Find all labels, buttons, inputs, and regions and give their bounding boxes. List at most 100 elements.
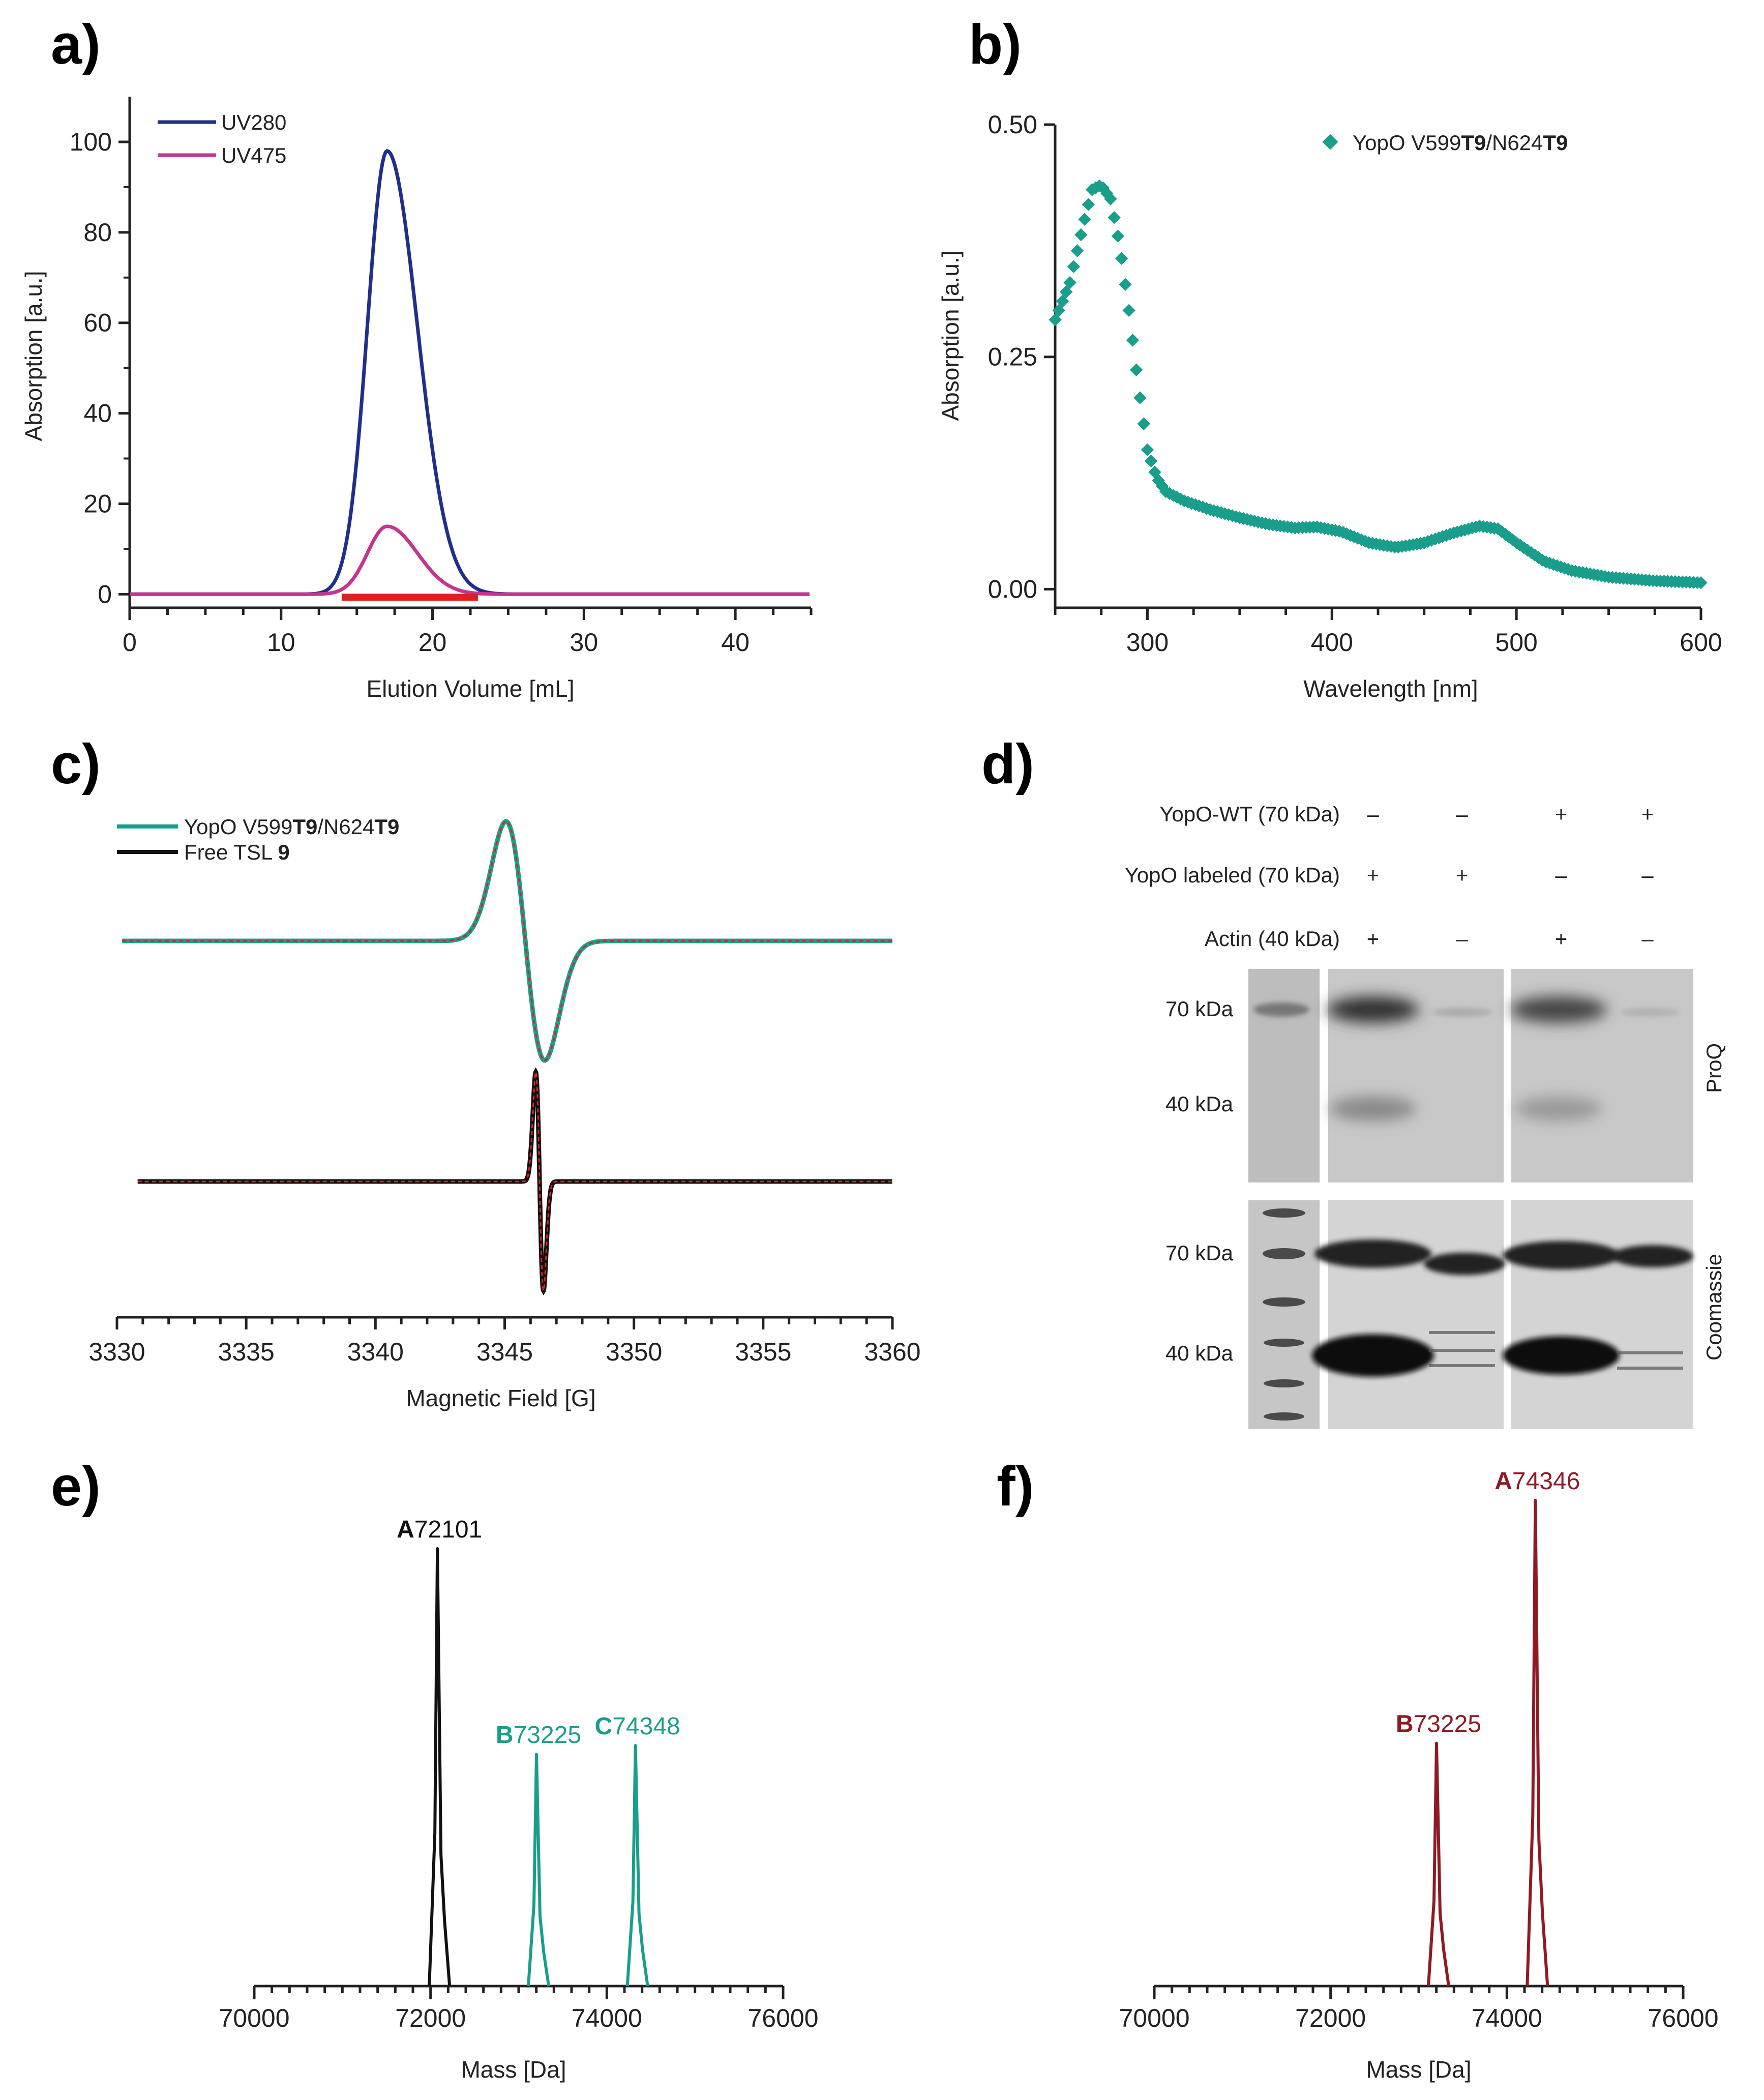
y-tick-label: 100: [70, 128, 112, 156]
x-tick-label: 70000: [219, 2004, 289, 2032]
y-tick-label: 0.25: [988, 343, 1037, 371]
chart-a-ylabel: Absorption [a.u.]: [20, 271, 47, 441]
gel-band: [1431, 1008, 1492, 1016]
gel-row-label-actin: Actin (40 kDa): [1205, 927, 1340, 951]
data-point: [1074, 228, 1088, 242]
gel-band: [1503, 1241, 1620, 1269]
data-point: [1129, 363, 1143, 377]
chart-a-axes: 0 20 40 60 80 100 0 10 20 30 40: [70, 97, 813, 657]
peak-a: [1526, 1499, 1549, 1987]
series-line-uv475: [130, 524, 810, 596]
x-tick-label: 300: [1126, 628, 1169, 657]
legend-label-yopo: YopO V599T9/N624T9: [1353, 131, 1568, 155]
gel-ladder-bands: [1263, 1208, 1305, 1421]
chart-c: 3330 3335 3340 3345 3350 3355 3360 YopO V599T9…: [88, 815, 920, 1411]
x-tick-label: 3360: [864, 1338, 920, 1366]
peak-label-c: C74348: [595, 1713, 680, 1740]
peak-letter: A: [397, 1516, 414, 1543]
panel-label-a: a): [51, 13, 101, 76]
chart-a-marks: [130, 149, 810, 601]
x-tick-label: 76000: [748, 2004, 818, 2032]
data-point: [1126, 334, 1140, 347]
peak-letter: B: [496, 1722, 514, 1749]
gel-band: [1327, 996, 1419, 1023]
series-line-free-tsl: [137, 1067, 892, 1295]
gel-sign: +: [1641, 802, 1654, 826]
y-tick-label: 40: [83, 399, 112, 428]
gel-proq-marker-lane: [1248, 969, 1320, 1182]
data-point: [1133, 391, 1147, 404]
x-tick-label: 400: [1311, 628, 1353, 657]
gel-coomassie-side-label: Coomassie: [1702, 1254, 1726, 1360]
gel-proq-side-label: ProQ: [1702, 1043, 1726, 1093]
chart-a-xlabel: Elution Volume [mL]: [366, 675, 574, 702]
gel-sign: +: [1456, 863, 1469, 887]
y-tick-label: 0: [98, 580, 112, 608]
gel-band: [1503, 1336, 1620, 1375]
gel-coomassie: 70 kDa 40 kDa Coomassie: [1165, 1200, 1726, 1429]
gel-sign: –: [1456, 802, 1468, 826]
gel-row-label-yopo-labeled: YopO labeled (70 kDa): [1125, 863, 1340, 887]
ladder-band: [1263, 1297, 1305, 1307]
data-point: [1119, 278, 1132, 291]
chart-b-ylabel: Absorption [a.u.]: [937, 251, 964, 421]
peak-mass: 73225: [1414, 1711, 1481, 1738]
chart-f-axes: 70000 72000 74000 76000: [1119, 1985, 1719, 2032]
ladder-band: [1264, 1412, 1304, 1421]
ladder-band: [1263, 1248, 1305, 1259]
y-tick-label: 80: [83, 218, 112, 247]
gel-proq-70kda-label: 70 kDa: [1165, 997, 1234, 1021]
data-point: [1063, 276, 1077, 289]
gel-sign: +: [1555, 927, 1568, 951]
gel-proq: 70 kDa 40 kDa ProQ: [1165, 969, 1726, 1182]
gel-coomassie-block-1: [1328, 1200, 1504, 1429]
peak-label-a: A72101: [397, 1516, 482, 1543]
peak-a: [428, 1547, 452, 1987]
x-tick-label: 20: [418, 628, 447, 657]
data-point: [1122, 304, 1135, 317]
x-tick-label: 3340: [347, 1338, 404, 1366]
peak-letter: C: [595, 1713, 613, 1740]
data-point: [1067, 260, 1081, 273]
gel-sign: –: [1641, 927, 1654, 951]
chart-c-axes: 3330 3335 3340 3345 3350 3355 3360: [88, 1316, 921, 1366]
series-line-uv280: [130, 149, 810, 596]
gel-sign: –: [1456, 927, 1468, 951]
gel-coomassie-marker-lane: [1248, 1200, 1320, 1429]
peak-mass: 74348: [612, 1713, 680, 1740]
x-tick-label: 74000: [1472, 2004, 1542, 2032]
x-tick-label: 40: [721, 628, 750, 657]
chart-f-xlabel: Mass [Da]: [1366, 2056, 1471, 2083]
legend-label-uv475: UV475: [221, 143, 286, 167]
x-tick-label: 72000: [395, 2004, 466, 2032]
gel-sign: +: [1367, 863, 1380, 887]
data-point: [1144, 454, 1158, 468]
panel-label-c: c): [51, 733, 101, 795]
gel-proq-40kda-label: 40 kDa: [1165, 1092, 1234, 1116]
chart-e-xlabel: Mass [Da]: [461, 2056, 566, 2083]
fit-line-yopo-epr: [122, 820, 892, 1061]
gel-sign: –: [1555, 863, 1567, 887]
x-tick-label: 30: [570, 628, 599, 657]
peak-label-b: B73225: [496, 1722, 581, 1749]
x-tick-label: 74000: [572, 2004, 642, 2032]
gel-coomassie-40kda-label: 40 kDa: [1165, 1341, 1234, 1365]
gel-band: [1620, 1008, 1681, 1016]
data-point: [1070, 244, 1084, 257]
gel-sign: +: [1555, 802, 1568, 826]
ladder-band: [1263, 1208, 1305, 1218]
chart-b-axes: 0.00 0.25 0.50 300 400 500 600: [988, 110, 1722, 657]
x-tick-label: 3335: [218, 1338, 275, 1366]
peak-mass: 74346: [1512, 1468, 1580, 1495]
x-tick-label: 72000: [1295, 2004, 1366, 2032]
peak-c: [625, 1744, 649, 1987]
panel-label-e: e): [51, 1455, 101, 1518]
peak-label-a: A74346: [1494, 1468, 1580, 1495]
x-tick-label: 600: [1680, 628, 1722, 657]
gel-coomassie-block-2: [1511, 1200, 1693, 1429]
peak-label-b: B73225: [1396, 1711, 1481, 1738]
x-tick-label: 3355: [735, 1338, 791, 1366]
x-tick-label: 3350: [606, 1338, 662, 1366]
ladder-band: [1264, 1379, 1304, 1387]
chart-b-xlabel: Wavelength [nm]: [1303, 675, 1478, 702]
